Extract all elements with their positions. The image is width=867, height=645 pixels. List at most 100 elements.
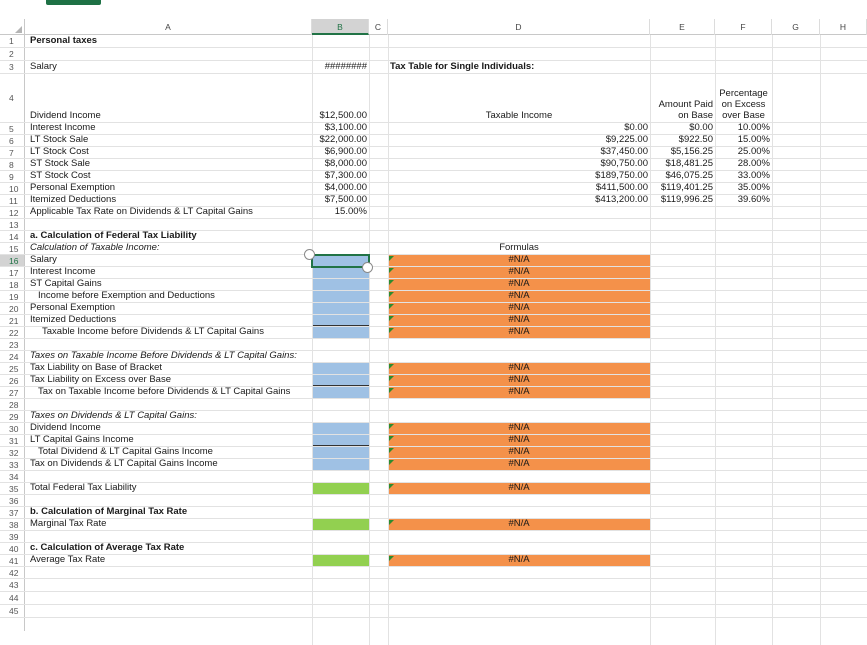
- row-number[interactable]: 15: [0, 243, 25, 254]
- input-cell[interactable]: [312, 447, 369, 458]
- row-number[interactable]: 21: [0, 315, 25, 326]
- tax-table-cell[interactable]: $922.50: [678, 134, 713, 145]
- label-cell[interactable]: Tax Liability on Excess over Base: [30, 374, 171, 385]
- row-number[interactable]: 23: [0, 339, 25, 350]
- column-header-d[interactable]: D: [388, 19, 650, 35]
- formula-cell[interactable]: #N/A: [388, 266, 650, 278]
- label-cell[interactable]: Dividend Income: [30, 110, 101, 121]
- row-number[interactable]: 43: [0, 579, 25, 591]
- label-cell[interactable]: LT Capital Gains Income: [30, 434, 134, 445]
- value-cell[interactable]: $7,500.00: [324, 194, 367, 205]
- tax-table-cell[interactable]: $5,156.25: [670, 146, 713, 157]
- formula-cell[interactable]: #N/A: [388, 254, 650, 266]
- input-cell[interactable]: [312, 279, 369, 290]
- tax-table-header-taxable-income[interactable]: Taxable Income: [485, 110, 553, 121]
- tax-table-cell[interactable]: $90,750.00: [600, 158, 648, 169]
- tax-table-cell[interactable]: $46,075.25: [665, 170, 713, 181]
- row-number[interactable]: 3: [0, 61, 25, 73]
- formula-cell[interactable]: #N/A: [388, 554, 650, 566]
- formula-cell[interactable]: #N/A: [388, 458, 650, 470]
- label-cell[interactable]: ST Stock Sale: [30, 158, 91, 169]
- subsection-heading[interactable]: Taxes on Taxable Income Before Dividends…: [30, 350, 297, 361]
- tax-table-cell[interactable]: 28.00%: [737, 158, 770, 169]
- label-cell[interactable]: Personal Exemption: [30, 302, 116, 313]
- label-cell[interactable]: Taxable Income before Dividends & LT Cap…: [42, 326, 264, 337]
- tax-table-cell[interactable]: 10.00%: [737, 122, 770, 133]
- formula-cell[interactable]: #N/A: [388, 386, 650, 398]
- active-cell-border[interactable]: [311, 254, 370, 268]
- row-number[interactable]: 38: [0, 519, 25, 530]
- selection-handle-bottom-right[interactable]: [362, 262, 373, 273]
- overflow-cell[interactable]: ########: [324, 61, 367, 72]
- formula-cell[interactable]: #N/A: [388, 302, 650, 314]
- label-cell[interactable]: Average Tax Rate: [30, 554, 106, 565]
- row-number[interactable]: 29: [0, 411, 25, 422]
- row-number[interactable]: 31: [0, 435, 25, 446]
- row-number[interactable]: 30: [0, 423, 25, 434]
- row-number[interactable]: 27: [0, 387, 25, 398]
- formula-cell[interactable]: #N/A: [388, 482, 650, 494]
- tax-table-title[interactable]: Tax Table for Single Individuals:: [390, 61, 535, 72]
- row-number[interactable]: 24: [0, 351, 25, 362]
- row-number[interactable]: 14: [0, 231, 25, 242]
- column-header-h[interactable]: H: [820, 19, 867, 35]
- row-number[interactable]: 32: [0, 447, 25, 458]
- formula-cell[interactable]: #N/A: [388, 434, 650, 446]
- row-number[interactable]: 42: [0, 567, 25, 578]
- formula-cell[interactable]: #N/A: [388, 278, 650, 290]
- column-header-f[interactable]: F: [715, 19, 772, 35]
- formula-cell[interactable]: #N/A: [388, 314, 650, 326]
- column-header-b[interactable]: B: [312, 19, 369, 35]
- tax-table-cell[interactable]: $9,225.00: [605, 134, 648, 145]
- label-cell[interactable]: Income before Exemption and Deductions: [38, 290, 215, 301]
- tax-table-cell[interactable]: 33.00%: [737, 170, 770, 181]
- tax-table-cell[interactable]: 15.00%: [737, 134, 770, 145]
- value-cell[interactable]: $6,900.00: [324, 146, 367, 157]
- column-header-a[interactable]: A: [25, 19, 312, 35]
- row-number[interactable]: 8: [0, 159, 25, 170]
- tax-table-header-amount-paid[interactable]: Amount Paid on Base: [650, 74, 715, 122]
- row-number[interactable]: 26: [0, 375, 25, 386]
- input-cell[interactable]: [312, 327, 369, 338]
- value-cell[interactable]: $12,500.00: [319, 110, 367, 121]
- row-number[interactable]: 10: [0, 183, 25, 194]
- row-number[interactable]: 28: [0, 399, 25, 410]
- row-number[interactable]: 4: [0, 74, 25, 122]
- section-heading[interactable]: b. Calculation of Marginal Tax Rate: [30, 506, 188, 517]
- value-cell[interactable]: $8,000.00: [324, 158, 367, 169]
- column-header-e[interactable]: E: [650, 19, 715, 35]
- formula-cell[interactable]: #N/A: [388, 446, 650, 458]
- row-number[interactable]: 11: [0, 195, 25, 206]
- tax-table-cell[interactable]: $119,401.25: [660, 182, 713, 193]
- result-cell[interactable]: [312, 483, 369, 494]
- row-number[interactable]: 36: [0, 495, 25, 506]
- row-number[interactable]: 16: [0, 255, 25, 266]
- row-number[interactable]: 13: [0, 219, 25, 230]
- tax-table-cell[interactable]: 35.00%: [737, 182, 770, 193]
- subsection-heading[interactable]: Taxes on Dividends & LT Capital Gains:: [30, 410, 197, 421]
- row-number[interactable]: 41: [0, 555, 25, 566]
- column-header-c[interactable]: C: [369, 19, 388, 35]
- row-number[interactable]: 44: [0, 592, 25, 604]
- row-number[interactable]: 12: [0, 207, 25, 218]
- row-number[interactable]: 19: [0, 291, 25, 302]
- label-cell[interactable]: LT Stock Cost: [30, 146, 89, 157]
- label-cell[interactable]: LT Stock Sale: [30, 134, 89, 145]
- label-cell[interactable]: Tax on Taxable Income before Dividends &…: [38, 386, 291, 397]
- row-number[interactable]: 17: [0, 267, 25, 278]
- selection-handle-top-left[interactable]: [304, 249, 315, 260]
- input-cell[interactable]: [312, 387, 369, 398]
- subsection-heading[interactable]: Calculation of Taxable Income:: [30, 242, 160, 253]
- formula-cell[interactable]: #N/A: [388, 362, 650, 374]
- value-cell[interactable]: $7,300.00: [324, 170, 367, 181]
- label-cell[interactable]: Salary: [30, 61, 57, 72]
- label-cell[interactable]: Marginal Tax Rate: [30, 518, 107, 529]
- spreadsheet-grid[interactable]: A B C D E F G H 1 Personal taxes 2 3 Sal…: [0, 19, 867, 645]
- value-cell[interactable]: $3,100.00: [324, 122, 367, 133]
- tax-table-cell[interactable]: $0.00: [689, 122, 713, 133]
- select-all-corner[interactable]: [0, 19, 25, 35]
- section-heading[interactable]: c. Calculation of Average Tax Rate: [30, 542, 185, 553]
- row-number[interactable]: 7: [0, 147, 25, 158]
- tax-table-cell[interactable]: $119,996.25: [660, 194, 713, 205]
- row-number[interactable]: 35: [0, 483, 25, 494]
